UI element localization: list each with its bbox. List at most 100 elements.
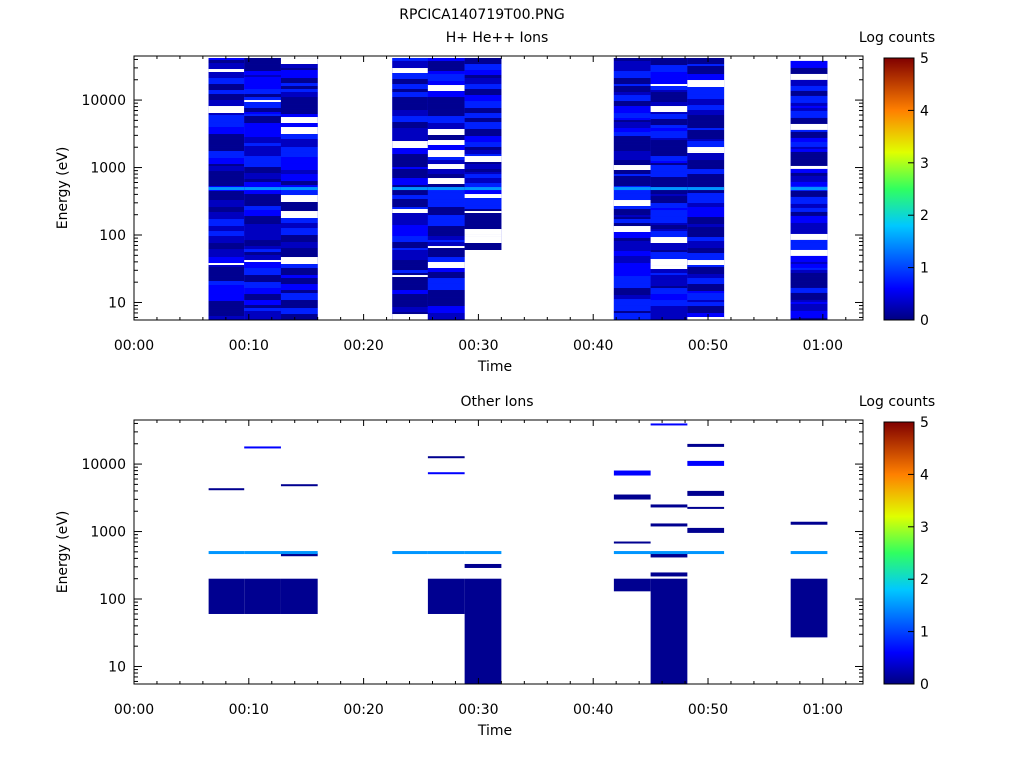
energy-bin — [244, 143, 281, 147]
energy-bin — [244, 252, 281, 256]
energy-bin — [613, 174, 651, 177]
energy-bin — [650, 140, 688, 147]
energy-bin — [790, 172, 828, 176]
energy-bin — [687, 317, 725, 320]
energy-bin — [244, 153, 281, 157]
energy-bin — [427, 248, 465, 252]
peak-energy-bin — [280, 187, 318, 191]
energy-bin — [687, 248, 725, 251]
energy-bin — [790, 215, 828, 223]
energy-bin — [790, 146, 828, 149]
energy-bin — [613, 68, 651, 72]
energy-bin — [687, 311, 725, 314]
energy-bin — [464, 75, 502, 79]
energy-bin — [392, 103, 428, 111]
energy-bin — [790, 239, 828, 243]
energy-bin — [687, 74, 725, 81]
energy-bin — [687, 300, 725, 303]
energy-bin — [280, 174, 318, 182]
energy-bin — [208, 267, 245, 270]
energy-bin — [392, 207, 428, 210]
energy-bin — [280, 205, 318, 212]
energy-bin — [790, 105, 828, 108]
energy-bin — [650, 128, 688, 132]
energy-bin — [613, 58, 651, 62]
energy-bin — [208, 226, 245, 232]
energy-bin — [208, 488, 245, 491]
energy-bin — [392, 205, 428, 208]
energy-bin — [464, 89, 502, 96]
energy-bin — [790, 205, 828, 208]
energy-bin — [208, 115, 245, 123]
energy-bin — [650, 273, 688, 276]
energy-bin — [613, 267, 651, 274]
energy-bin — [464, 162, 502, 165]
energy-bin — [650, 146, 688, 151]
energy-bin — [208, 84, 245, 91]
energy-bin — [427, 81, 465, 86]
energy-bin — [464, 78, 502, 85]
x-tick-label: 00:30 — [458, 338, 498, 354]
energy-bin — [392, 86, 428, 90]
colorbar-tick-label: 0 — [920, 677, 929, 693]
energy-bin — [687, 237, 725, 242]
energy-bin — [427, 456, 465, 459]
energy-bin — [650, 184, 688, 188]
energy-bin — [427, 140, 465, 146]
panel-h-he-ions: H+ He++ Ions Log counts 00:00 00:10 00:20 0… — [55, 30, 935, 375]
energy-bin — [464, 150, 502, 155]
energy-bin — [244, 308, 281, 312]
x-axis-label: Time — [477, 723, 512, 739]
energy-bin — [790, 228, 828, 234]
energy-bin — [650, 243, 688, 251]
colorbar-tick-label: 4 — [920, 467, 929, 483]
plot-area — [208, 58, 828, 321]
energy-bin — [650, 208, 688, 211]
energy-bin — [650, 286, 688, 289]
x-tick-label: 00:40 — [573, 702, 613, 718]
energy-bin — [208, 158, 245, 165]
energy-bin — [208, 204, 245, 208]
colorbar-tick-label: 0 — [920, 313, 929, 329]
energy-bin — [280, 202, 318, 206]
energy-bin — [244, 100, 281, 103]
energy-bin — [687, 151, 725, 154]
colorbar-tick-label: 1 — [920, 625, 929, 641]
energy-bin — [790, 117, 828, 124]
energy-bin — [244, 97, 281, 101]
energy-bin — [464, 136, 502, 143]
energy-bin — [244, 58, 281, 65]
energy-bin — [464, 187, 502, 195]
energy-bin — [392, 154, 428, 162]
energy-bin — [790, 287, 828, 293]
energy-bin — [280, 157, 318, 164]
energy-bin — [650, 165, 688, 172]
energy-bin — [687, 217, 725, 225]
energy-bin — [464, 147, 502, 151]
energy-bin — [790, 207, 828, 212]
plot-area — [208, 423, 828, 684]
energy-bin — [464, 174, 502, 179]
energy-bin — [650, 223, 688, 226]
energy-bin — [427, 164, 465, 170]
energy-bin — [464, 243, 502, 250]
energy-bin — [280, 275, 318, 279]
energy-bin — [650, 65, 688, 73]
energy-bin — [392, 277, 428, 285]
energy-bin — [392, 248, 428, 251]
energy-bin — [790, 151, 828, 154]
energy-bin — [790, 267, 828, 270]
energy-bin — [790, 222, 828, 229]
energy-bin — [208, 72, 245, 79]
energy-bin — [208, 212, 245, 220]
energy-bin — [244, 578, 281, 614]
energy-bin — [427, 268, 465, 273]
energy-bin — [208, 281, 245, 286]
energy-bin — [208, 63, 245, 70]
energy-bin — [687, 232, 725, 238]
energy-bin — [687, 110, 725, 116]
energy-bin — [280, 78, 318, 84]
colorbar-gradient — [883, 57, 915, 321]
energy-bin — [687, 241, 725, 249]
energy-bin — [208, 254, 245, 258]
